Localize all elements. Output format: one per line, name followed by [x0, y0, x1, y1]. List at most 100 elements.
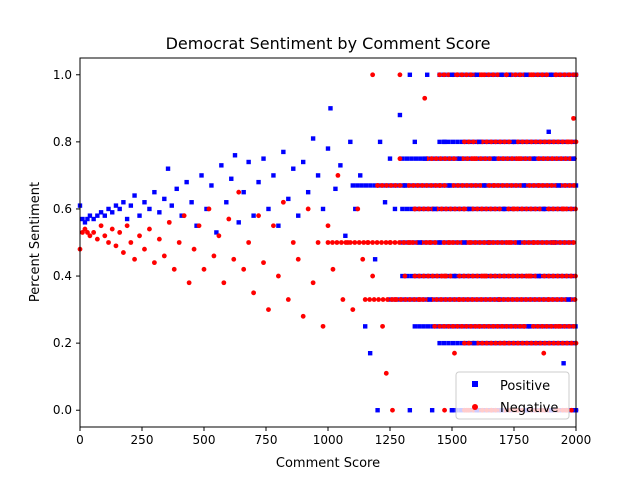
y-tick-label: 1.0: [53, 68, 72, 82]
data-point-negative: [114, 243, 119, 248]
band-point-negative: [567, 72, 572, 77]
band-point-negative: [489, 139, 494, 144]
chart-title: Democrat Sentiment by Comment Score: [166, 34, 491, 53]
x-tick-label: 250: [131, 433, 154, 447]
band-point-negative: [406, 183, 411, 188]
data-point-positive: [442, 140, 446, 144]
band-point-negative: [389, 183, 394, 188]
data-point-negative: [512, 207, 517, 212]
data-point-negative: [271, 223, 276, 228]
data-point-negative: [202, 267, 207, 272]
band-point-negative: [546, 207, 551, 212]
band-point-negative: [538, 139, 543, 144]
data-point-negative: [99, 223, 104, 228]
data-point-positive: [306, 190, 310, 194]
data-point-negative: [306, 207, 311, 212]
band-point-negative: [473, 183, 478, 188]
band-point-negative: [535, 324, 540, 329]
data-point-positive: [117, 207, 121, 211]
band-point-negative: [480, 341, 485, 346]
band-point-positive: [351, 183, 355, 187]
data-point-positive: [547, 130, 551, 134]
data-point-positive: [166, 167, 170, 171]
data-point-positive: [502, 207, 506, 211]
data-point-negative: [556, 324, 561, 329]
data-point-positive: [316, 173, 320, 177]
data-point-negative: [91, 230, 96, 235]
band-point-positive: [417, 324, 421, 328]
data-point-positive: [224, 200, 228, 204]
band-point-negative: [536, 156, 541, 161]
band-point-negative: [537, 207, 542, 212]
band-point-negative: [569, 207, 574, 212]
band-point-negative: [520, 207, 525, 212]
data-point-negative: [266, 307, 271, 312]
data-point-positive: [157, 210, 161, 214]
band-point-negative: [437, 324, 442, 329]
band-point-negative: [560, 341, 565, 346]
band-point-negative: [526, 240, 531, 245]
band-point-negative: [412, 274, 417, 279]
data-point-negative: [236, 190, 241, 195]
band-point-negative: [507, 341, 512, 346]
data-point-negative: [526, 274, 531, 279]
band-point-negative: [497, 274, 502, 279]
band-point-negative: [417, 274, 422, 279]
data-point-positive: [482, 183, 486, 187]
band-point-negative: [424, 183, 429, 188]
data-point-negative: [517, 156, 522, 161]
band-point-negative: [372, 297, 377, 302]
data-point-positive: [271, 173, 275, 177]
band-point-negative: [451, 183, 456, 188]
band-point-negative: [531, 324, 536, 329]
band-point-negative: [370, 240, 375, 245]
band-point-negative: [487, 183, 492, 188]
data-point-positive: [132, 193, 136, 197]
data-point-positive: [368, 351, 372, 355]
data-point-positive: [175, 187, 179, 191]
data-point-positive: [398, 113, 402, 117]
band-point-negative: [498, 139, 503, 144]
data-point-negative: [402, 274, 407, 279]
band-point-negative: [339, 240, 344, 245]
band-point-negative: [549, 324, 554, 329]
band-point-positive: [446, 341, 450, 345]
data-point-negative: [137, 233, 142, 238]
data-point-negative: [226, 217, 231, 222]
band-point-negative: [551, 139, 556, 144]
data-point-positive: [388, 156, 392, 160]
band-point-negative: [393, 183, 398, 188]
band-point-negative: [537, 297, 542, 302]
data-point-negative: [231, 257, 236, 262]
data-point-positive: [147, 207, 151, 211]
band-point-negative: [376, 297, 381, 302]
data-point-positive: [286, 197, 290, 201]
band-point-negative: [475, 274, 480, 279]
band-point-negative: [448, 207, 453, 212]
band-point-negative: [477, 240, 482, 245]
band-point-negative: [379, 240, 384, 245]
data-point-negative: [551, 240, 556, 245]
band-point-negative: [429, 183, 434, 188]
band-point-negative: [443, 156, 448, 161]
data-point-positive: [256, 180, 260, 184]
data-point-positive: [266, 207, 270, 211]
band-point-negative: [540, 324, 545, 329]
data-point-negative: [412, 207, 417, 212]
band-point-negative: [455, 240, 460, 245]
data-point-negative: [301, 314, 306, 319]
band-point-negative: [488, 297, 493, 302]
data-point-negative: [125, 223, 130, 228]
data-point-negative: [360, 257, 365, 262]
band-point-negative: [515, 274, 520, 279]
band-point-negative: [393, 240, 398, 245]
data-point-positive: [408, 408, 412, 412]
band-point-negative: [484, 207, 489, 212]
data-point-positive: [477, 140, 481, 144]
band-point-negative: [426, 207, 431, 212]
x-tick-label: 1250: [375, 433, 406, 447]
band-point-positive: [446, 140, 450, 144]
band-point-negative: [403, 297, 408, 302]
band-point-negative: [491, 324, 496, 329]
band-point-negative: [335, 240, 340, 245]
